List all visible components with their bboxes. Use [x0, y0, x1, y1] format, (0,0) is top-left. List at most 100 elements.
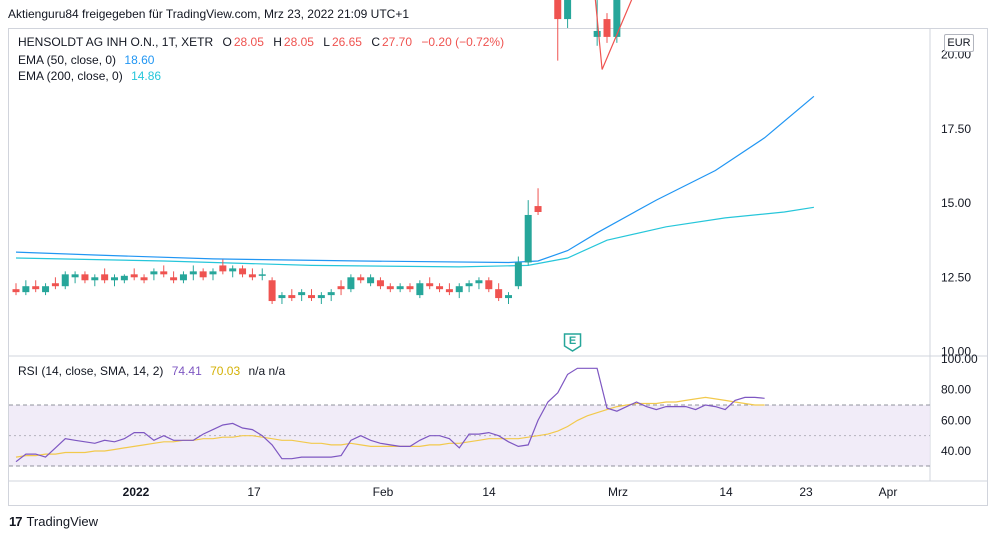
candle-body	[524, 214, 532, 263]
change-value: −0.20 (−0.72%)	[421, 35, 505, 49]
low-label: L	[323, 35, 330, 49]
time-tick-label: 14	[482, 485, 496, 499]
rsi-tick-label: 100.00	[941, 352, 978, 366]
time-tick-label: 17	[247, 485, 261, 499]
rsi-label: RSI (14, close, SMA, 14, 2)	[18, 364, 164, 378]
candle-body	[101, 274, 109, 281]
publisher-line: Aktienguru84 freigegeben für TradingView…	[8, 7, 410, 21]
candle-body	[51, 283, 59, 287]
close-label: C	[371, 35, 380, 49]
candle-body	[179, 274, 187, 281]
ema50-line	[15, 95, 815, 264]
rsi-tick-label: 40.00	[941, 444, 971, 458]
chart-frame[interactable]	[8, 28, 988, 506]
candle-body	[189, 271, 197, 275]
time-tick-label: 2022	[123, 485, 150, 499]
candle-body	[416, 283, 424, 296]
candle-body	[219, 265, 227, 272]
ema50-label: EMA (50, close, 0)	[18, 53, 117, 67]
rsi-tick-label: 60.00	[941, 413, 971, 427]
ema200-line	[15, 206, 814, 268]
candle-body	[396, 286, 404, 290]
candle-body	[426, 283, 434, 287]
candle-body	[278, 295, 286, 299]
candle-body	[130, 274, 138, 278]
candle-body	[288, 295, 296, 299]
time-tick-label: 14	[719, 485, 733, 499]
candle-body	[258, 274, 266, 276]
drawings-layer: E	[563, 0, 633, 352]
rsi-line	[15, 367, 765, 463]
low-value: 26.65	[331, 35, 362, 49]
candle-body	[61, 274, 69, 287]
ema50-value: 18.60	[124, 53, 155, 67]
candle-body	[298, 292, 306, 296]
time-tick-label: Apr	[879, 485, 898, 499]
footer: 17 TradingView	[9, 514, 98, 529]
earnings-marker-icon	[563, 333, 582, 352]
candle-body	[445, 289, 453, 293]
rsi-sma-value: 70.03	[210, 364, 241, 378]
candle-body	[239, 268, 247, 275]
candle-body	[12, 289, 20, 293]
candle-body	[367, 277, 375, 284]
candle-body	[91, 277, 99, 281]
candle-body	[170, 277, 178, 281]
high-value: 28.05	[283, 35, 314, 49]
price-tick-label: 12.50	[941, 270, 971, 284]
open-value: 28.05	[233, 35, 264, 49]
candle-body	[209, 271, 217, 275]
ema200-legend: EMA (200, close, 0) 14.86	[18, 69, 163, 83]
candle-body	[347, 277, 355, 290]
rsi-na: n/a n/a	[248, 364, 286, 378]
time-tick-label: Feb	[373, 485, 394, 499]
candle-body	[71, 274, 79, 278]
candle-body	[337, 286, 345, 290]
ema50-legend: EMA (50, close, 0) 18.60	[18, 53, 156, 67]
rsi-legend: RSI (14, close, SMA, 14, 2) 74.41 70.03 …	[18, 364, 287, 378]
candle-body	[229, 268, 237, 272]
price-tick-label: 10.00	[941, 345, 971, 359]
candle-body	[554, 0, 562, 20]
candle-body	[406, 286, 414, 290]
candle-body	[22, 286, 30, 293]
time-tick-label: Mrz	[608, 485, 628, 499]
candle-body	[564, 0, 572, 20]
candle-body	[111, 277, 118, 281]
candle-body	[436, 286, 444, 290]
time-tick-label: 23	[799, 485, 813, 499]
candle-body	[386, 286, 394, 290]
candle-body	[150, 271, 158, 275]
candle-body	[357, 277, 365, 281]
rsi-value: 74.41	[171, 364, 202, 378]
candle-body	[317, 295, 325, 299]
candle-body	[475, 280, 483, 284]
brand-name: TradingView	[26, 514, 99, 529]
candle-body	[120, 275, 128, 281]
rsi-tick-label: 80.00	[941, 383, 971, 397]
candle-body	[455, 286, 463, 293]
ema200-value: 14.86	[131, 69, 162, 83]
candle-body	[160, 271, 168, 275]
candle-body	[81, 274, 89, 281]
candle-body	[268, 280, 276, 302]
price-tick-label: 15.00	[941, 196, 971, 210]
price-tick-label: 17.50	[941, 122, 971, 136]
currency-button[interactable]: EUR	[944, 34, 974, 52]
candle-body	[32, 286, 40, 290]
candle-body	[613, 0, 621, 37]
candle-body	[248, 274, 256, 278]
candles-layer	[12, 0, 621, 305]
candle-body	[199, 271, 207, 278]
candle-body	[603, 19, 611, 37]
candle-body	[327, 292, 335, 296]
high-label: H	[273, 35, 282, 49]
candle-body	[485, 280, 493, 290]
tradingview-logo-icon: 17	[9, 514, 23, 529]
candle-body	[376, 280, 384, 287]
candle-body	[534, 206, 542, 213]
candle-body	[140, 277, 148, 281]
close-value: 27.70	[382, 35, 413, 49]
